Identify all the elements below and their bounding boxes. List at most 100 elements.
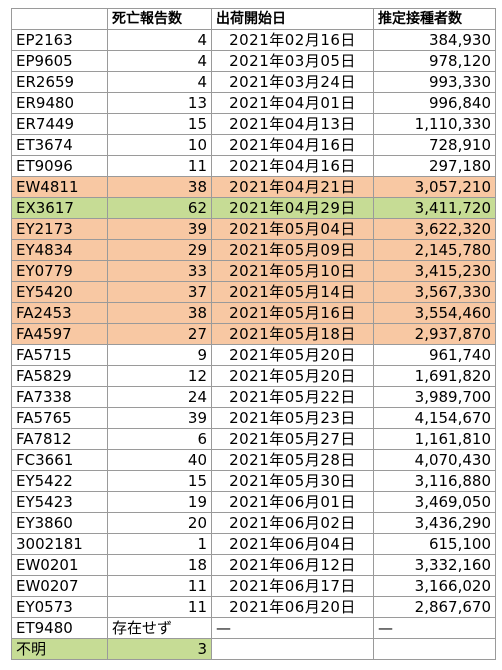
est-recipients-cell: 993,330 [373,71,496,93]
est-recipients-cell: 3,116,880 [373,470,496,492]
ship-date-cell: 2021年04月21日 [211,176,374,198]
lot-cell: 3002181 [11,533,108,555]
table-row: ER9480 13 2021年04月01日 996,840 [11,92,496,114]
deaths-cell: 15 [107,470,212,492]
deaths-cell: 24 [107,386,212,408]
lot-cell: EY5422 [11,470,108,492]
deaths-cell: 15 [107,113,212,135]
lot-cell: FA7338 [11,386,108,408]
est-recipients-cell: 996,840 [373,92,496,114]
est-recipients-cell: 3,469,050 [373,491,496,513]
table-row: EY0573 11 2021年06月20日 2,867,670 [11,596,496,618]
lot-cell: FC3661 [11,449,108,471]
deaths-cell: 27 [107,323,212,345]
deaths-cell: 18 [107,554,212,576]
deaths-cell: 40 [107,449,212,471]
deaths-cell: 37 [107,281,212,303]
lot-cell: FA4597 [11,323,108,345]
deaths-cell: 4 [107,71,212,93]
deaths-cell: 62 [107,197,212,219]
table-row: EW0207 11 2021年06月17日 3,166,020 [11,575,496,597]
ship-date-cell: 2021年06月01日 [211,491,374,513]
deaths-cell: 13 [107,92,212,114]
deaths-cell: 10 [107,134,212,156]
table-row: 不明 3 [11,638,496,660]
ship-date-cell: 2021年05月10日 [211,260,374,282]
est-recipients-cell: 3,622,320 [373,218,496,240]
ship-date-cell: 2021年02月16日 [211,29,374,51]
est-recipients-cell: 1,110,330 [373,113,496,135]
lot-cell: EW0207 [11,575,108,597]
table-row: FA5715 9 2021年05月20日 961,740 [11,344,496,366]
table-row: FA7812 6 2021年05月27日 1,161,810 [11,428,496,450]
est-recipients-cell: 3,989,700 [373,386,496,408]
table-row: FA4597 27 2021年05月18日 2,937,870 [11,323,496,345]
lot-cell: EY5423 [11,491,108,513]
est-recipients-cell: 3,567,330 [373,281,496,303]
lot-cell: FA5765 [11,407,108,429]
est-recipients-cell: — [373,617,496,639]
table-row: ET3674 10 2021年04月16日 728,910 [11,134,496,156]
deaths-cell: 11 [107,596,212,618]
ship-date-cell: 2021年05月20日 [211,344,374,366]
deaths-cell: 3 [107,638,212,660]
ship-date-cell: 2021年05月14日 [211,281,374,303]
deaths-cell: 存在せず [107,617,212,639]
est-recipients-cell: 1,691,820 [373,365,496,387]
est-recipients-cell: 3,332,160 [373,554,496,576]
ship-date-cell: 2021年04月01日 [211,92,374,114]
est-recipients-cell: 728,910 [373,134,496,156]
table-row: EY5422 15 2021年05月30日 3,116,880 [11,470,496,492]
header-deaths: 死亡報告数 [107,8,212,30]
table-row: FA2453 38 2021年05月16日 3,554,460 [11,302,496,324]
lot-cell: ER2659 [11,71,108,93]
lot-cell: ET9480 [11,617,108,639]
lot-cell: 不明 [11,638,108,660]
table-row: ER2659 4 2021年03月24日 993,330 [11,71,496,93]
lot-cell: ET3674 [11,134,108,156]
deaths-cell: 4 [107,50,212,72]
table-row: EY5420 37 2021年05月14日 3,567,330 [11,281,496,303]
table-row: 3002181 1 2021年06月04日 615,100 [11,533,496,555]
lot-cell: ER9480 [11,92,108,114]
ship-date-cell: 2021年05月22日 [211,386,374,408]
ship-date-cell: 2021年05月04日 [211,218,374,240]
deaths-cell: 29 [107,239,212,261]
table-row: FA5765 39 2021年05月23日 4,154,670 [11,407,496,429]
lot-cell: EW0201 [11,554,108,576]
ship-date-cell: 2021年05月27日 [211,428,374,450]
est-recipients-cell: 4,154,670 [373,407,496,429]
ship-date-cell [211,638,374,660]
ship-date-cell: 2021年05月16日 [211,302,374,324]
ship-date-cell: 2021年04月29日 [211,197,374,219]
lot-cell: EP2163 [11,29,108,51]
header-row: 死亡報告数 出荷開始日 推定接種者数 [11,8,496,30]
ship-date-cell: 2021年06月04日 [211,533,374,555]
est-recipients-cell: 297,180 [373,155,496,177]
ship-date-cell: 2021年04月13日 [211,113,374,135]
ship-date-cell: 2021年05月30日 [211,470,374,492]
deaths-cell: 33 [107,260,212,282]
lot-cell: FA7812 [11,428,108,450]
table-row: EY2173 39 2021年05月04日 3,622,320 [11,218,496,240]
est-recipients-cell: 3,411,720 [373,197,496,219]
ship-date-cell: 2021年06月12日 [211,554,374,576]
lot-cell: EY3860 [11,512,108,534]
lot-cell: EY0573 [11,596,108,618]
table-row: EW0201 18 2021年06月12日 3,332,160 [11,554,496,576]
lot-cell: ET9096 [11,155,108,177]
ship-date-cell: 2021年05月28日 [211,449,374,471]
table-row: EY5423 19 2021年06月01日 3,469,050 [11,491,496,513]
ship-date-cell: 2021年04月16日 [211,134,374,156]
deaths-cell: 9 [107,344,212,366]
est-recipients-cell [373,638,496,660]
deaths-cell: 39 [107,407,212,429]
deaths-cell: 38 [107,176,212,198]
table-row: FC3661 40 2021年05月28日 4,070,430 [11,449,496,471]
est-recipients-cell: 978,120 [373,50,496,72]
lot-cell: EY0779 [11,260,108,282]
vaccine-lot-table: 死亡報告数 出荷開始日 推定接種者数 EP2163 4 2021年02月16日 384… [11,8,496,660]
deaths-cell: 1 [107,533,212,555]
ship-date-cell: 2021年06月17日 [211,575,374,597]
lot-cell: FA2453 [11,302,108,324]
